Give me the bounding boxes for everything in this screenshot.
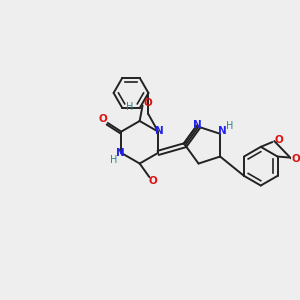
Text: O: O [149, 176, 158, 186]
Text: O: O [275, 135, 284, 145]
Text: H: H [110, 155, 117, 165]
Text: O: O [143, 98, 152, 108]
Text: O: O [98, 114, 107, 124]
Text: O: O [292, 154, 300, 164]
Text: H: H [126, 103, 134, 112]
Text: N: N [193, 120, 202, 130]
Text: N: N [116, 148, 125, 158]
Text: H: H [226, 121, 233, 131]
Text: N: N [218, 126, 226, 136]
Text: N: N [155, 126, 164, 136]
